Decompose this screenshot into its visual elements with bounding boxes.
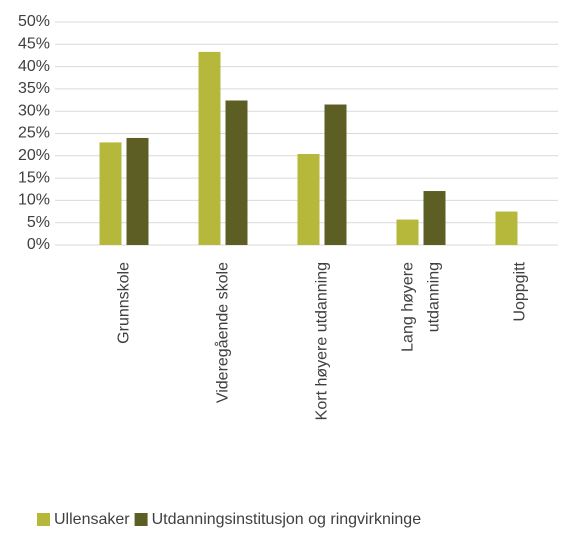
bar [198,51,221,245]
legend-swatch [37,513,50,526]
bar [126,137,149,245]
bar [495,211,518,245]
bar [324,104,347,245]
y-tick-label: 10% [18,192,50,209]
legend-swatch [134,513,148,526]
x-tick-label: Kort høyere utdanning [314,262,331,420]
bar [99,142,122,245]
y-tick-label: 35% [18,80,50,97]
bar [396,219,419,245]
y-tick-label: 5% [27,214,50,231]
y-tick-label: 25% [18,125,50,142]
y-tick-label: 50% [18,13,50,30]
x-tick-label: Lang høyere utdanning [400,262,443,352]
y-tick-label: 15% [18,169,50,186]
y-tick-label: 0% [27,236,50,253]
bar [225,100,248,245]
bar [423,191,446,245]
x-tick-label: Grunnskole [116,262,133,344]
y-tick-label: 40% [18,58,50,75]
y-tick-label: 30% [18,102,50,119]
legend-label: Utdanningsinstitusjon og ringvirkninge [152,511,422,528]
y-tick-label: 20% [18,147,50,164]
bar [297,154,320,245]
y-tick-label: 45% [18,36,50,53]
x-tick-label: Uoppgitt [512,261,529,321]
legend-label: Ullensaker [54,511,130,528]
x-tick-label: Videregående skole [214,262,232,403]
